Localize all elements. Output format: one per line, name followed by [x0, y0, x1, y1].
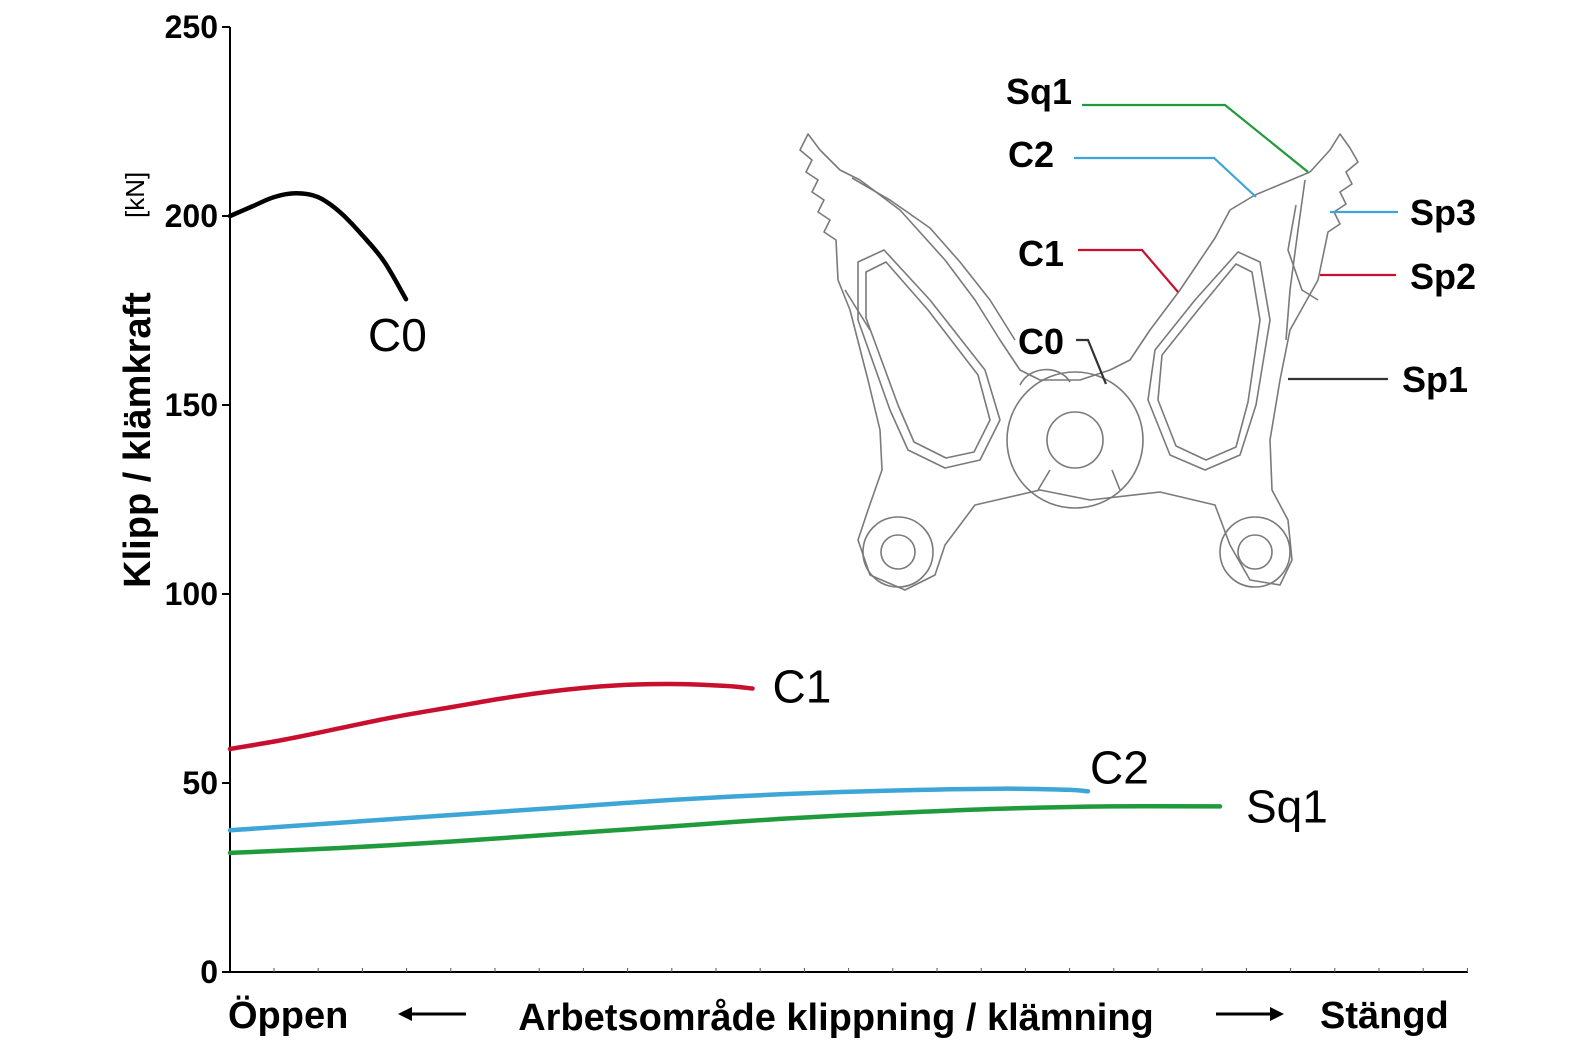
series-line-c2 — [227, 786, 1091, 833]
inset-label-c2: C2 — [1008, 134, 1054, 175]
leader-sq1 — [1082, 103, 1309, 173]
y-tick-label: 150 — [165, 387, 218, 423]
series-label-sq1: Sq1 — [1246, 780, 1328, 832]
y-axis-unit: [kN] — [120, 172, 150, 218]
inset-label-sq1: Sq1 — [1006, 71, 1072, 112]
series-layer: C0 C1 C2 Sq1 — [227, 191, 1328, 856]
series-label-c1: C1 — [773, 661, 832, 713]
leader-c0 — [1076, 338, 1108, 385]
series-label-c2: C2 — [1090, 741, 1149, 793]
x-label-open: Öppen — [228, 994, 348, 1037]
left-arrow — [398, 1007, 466, 1021]
right-arrow — [1216, 1007, 1284, 1021]
inset-label-sp1: Sp1 — [1402, 359, 1468, 400]
y-tick-label: 200 — [165, 198, 218, 234]
x-axis-title: Arbetsområde klippning / klämning — [518, 997, 1154, 1039]
inset-label-c0: C0 — [1018, 321, 1064, 362]
y-tick-label: 50 — [182, 765, 218, 801]
jaw-drawing — [799, 133, 1359, 591]
series-line-c1 — [227, 681, 755, 752]
x-minor-ticks — [273, 968, 1468, 972]
inset-leaders — [1074, 103, 1398, 385]
series-line-c0 — [227, 191, 409, 302]
x-label-closed: Stängd — [1320, 995, 1449, 1037]
y-tick-label: 0 — [200, 954, 218, 990]
y-axis-title-group: Klipp / klämkraft [kN] — [117, 172, 159, 588]
y-axis-title: Klipp / klämkraft — [117, 292, 159, 588]
leader-c1 — [1078, 248, 1179, 293]
series-label-c0: C0 — [368, 309, 427, 361]
inset-label-sp3: Sp3 — [1410, 192, 1476, 233]
inset-label-c1: C1 — [1018, 233, 1064, 274]
y-ticks: 0 50 100 150 200 250 — [165, 9, 230, 990]
series-line-sq1 — [227, 804, 1223, 856]
y-tick-label: 100 — [165, 576, 218, 612]
inset-label-sp2: Sp2 — [1410, 256, 1476, 297]
leader-c2 — [1074, 156, 1257, 198]
y-tick-label: 250 — [165, 9, 218, 45]
